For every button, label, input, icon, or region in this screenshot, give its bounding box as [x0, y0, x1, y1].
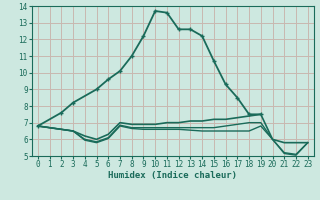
X-axis label: Humidex (Indice chaleur): Humidex (Indice chaleur) — [108, 171, 237, 180]
